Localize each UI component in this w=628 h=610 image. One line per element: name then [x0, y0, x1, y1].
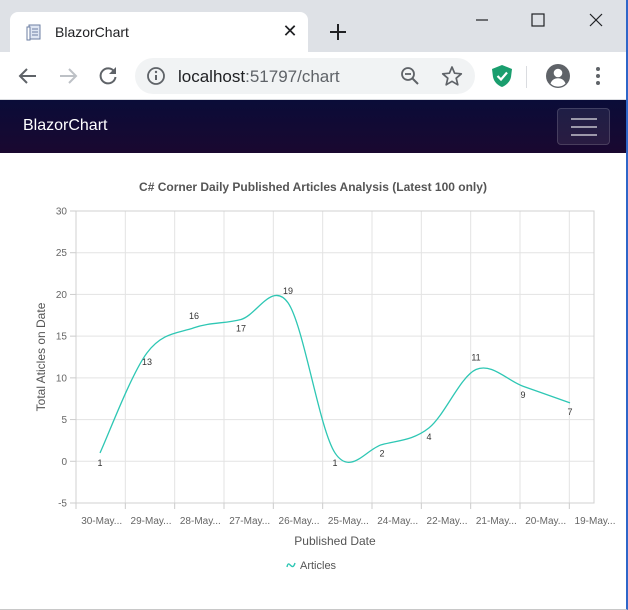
hamburger-bar: [571, 126, 597, 128]
x-tick-label: 28-May...: [180, 516, 221, 527]
series-line-articles: [99, 294, 571, 463]
toolbar-divider: [526, 66, 527, 88]
browser-tab[interactable]: BlazorChart ✕: [10, 12, 308, 52]
y-tick-label: 5: [61, 415, 67, 426]
data-label: 1: [97, 458, 102, 468]
reload-icon[interactable]: [96, 64, 120, 88]
x-tick-label: 25-May...: [328, 516, 369, 527]
x-tick-label: 30-May...: [81, 516, 122, 527]
tab-title: BlazorChart: [55, 24, 129, 40]
y-tick-label: -5: [58, 499, 67, 510]
x-tick-label: 29-May...: [131, 516, 172, 527]
legend-series-icon: [286, 562, 296, 568]
window-close-icon[interactable]: [584, 8, 608, 32]
x-tick-label: 22-May...: [427, 516, 468, 527]
more-menu-icon[interactable]: [588, 64, 608, 88]
y-tick-label: 10: [56, 373, 68, 384]
chart-title: C# Corner Daily Published Articles Analy…: [139, 180, 487, 194]
minimize-icon[interactable]: [470, 8, 494, 32]
data-label: 4: [426, 432, 431, 442]
navbar-toggler-button[interactable]: [557, 108, 610, 145]
x-tick-label: 27-May...: [229, 516, 270, 527]
data-label: 19: [283, 286, 293, 296]
data-label: 16: [189, 311, 199, 321]
shield-extension-icon[interactable]: [489, 63, 515, 89]
data-label: 2: [379, 449, 384, 459]
hamburger-bar: [571, 118, 597, 120]
page-icon: [26, 24, 41, 41]
data-label: 7: [567, 407, 572, 417]
y-tick-label: 30: [56, 207, 68, 218]
data-label: 13: [142, 357, 152, 367]
data-label: 17: [236, 323, 246, 333]
data-label: 9: [520, 390, 525, 400]
x-tick-label: 24-May...: [377, 516, 418, 527]
zoom-out-icon[interactable]: [400, 66, 420, 86]
navbar-brand[interactable]: BlazorChart: [23, 117, 108, 134]
tab-strip: BlazorChart ✕: [0, 0, 626, 52]
data-label: 11: [471, 353, 480, 363]
plot-border: [75, 210, 595, 504]
y-tick-label: 25: [56, 248, 68, 259]
x-tick-label: 20-May...: [525, 516, 566, 527]
legend-label: Articles: [300, 560, 337, 572]
forward-icon[interactable]: [56, 64, 80, 88]
x-axis-title: Published Date: [294, 534, 376, 548]
y-tick-label: 15: [56, 332, 68, 343]
y-tick-label: 20: [56, 290, 68, 301]
hamburger-bar: [571, 134, 597, 136]
close-icon[interactable]: ✕: [282, 21, 298, 41]
x-tick-label: 21-May...: [476, 516, 517, 527]
x-tick-label: 19-May...: [575, 516, 616, 527]
address-bar[interactable]: localhost:51797/chart: [135, 58, 475, 94]
line-chart: -5 0 5 10 15 20 25 30 30-May... 29-May... 28-May..…: [34, 207, 616, 573]
back-icon[interactable]: [16, 64, 40, 88]
bookmark-star-icon[interactable]: [441, 65, 463, 87]
new-tab-icon[interactable]: [326, 20, 350, 44]
maximize-icon[interactable]: [526, 8, 550, 32]
data-label: 1: [332, 458, 337, 468]
app-navbar: BlazorChart: [0, 100, 626, 153]
chart-container: C# Corner Daily Published Articles Analy…: [0, 153, 626, 609]
y-axis-title: Total Aticles on Date: [34, 302, 48, 411]
y-tick-label: 0: [61, 457, 67, 468]
x-tick-label: 26-May...: [279, 516, 320, 527]
browser-toolbar: localhost:51797/chart: [0, 52, 626, 100]
info-icon[interactable]: [146, 66, 166, 86]
profile-avatar-icon[interactable]: [545, 63, 571, 89]
url-text[interactable]: localhost:51797/chart: [178, 67, 340, 86]
